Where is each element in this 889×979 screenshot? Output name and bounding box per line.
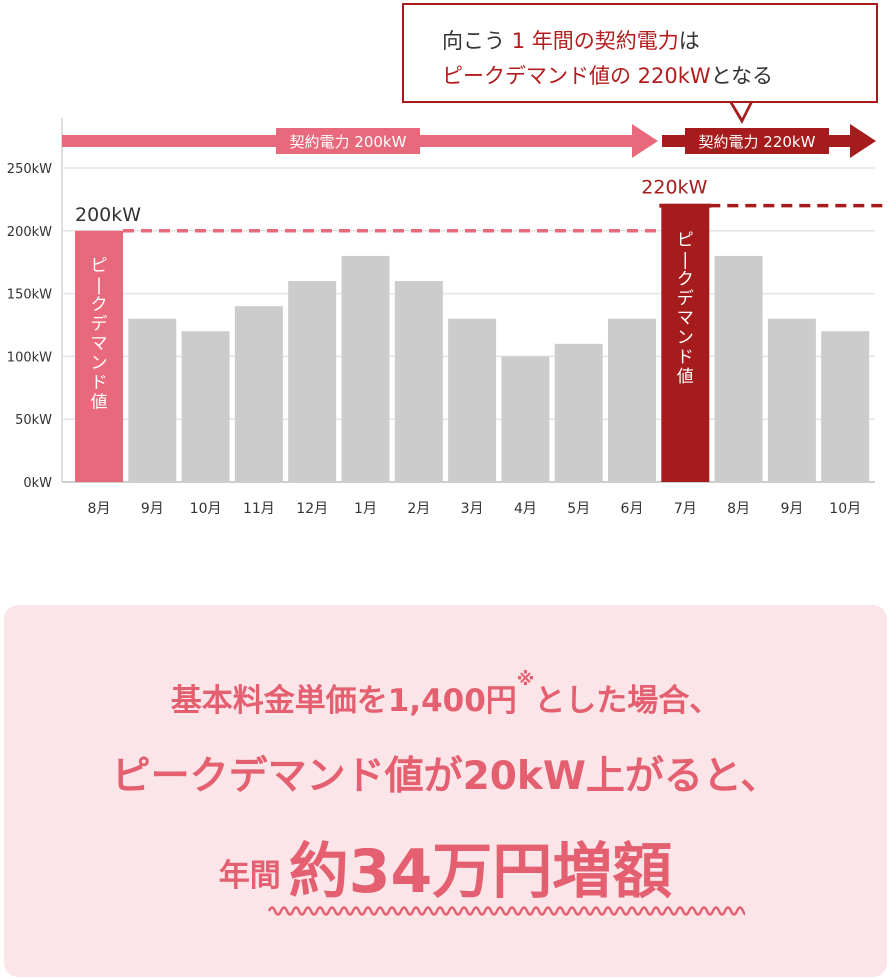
callout-pointer-fill	[731, 100, 751, 118]
callout-highlight: ピークデマンド値の 220kW	[442, 64, 711, 88]
x-tick-label: 7月	[674, 501, 697, 517]
summary-box: 基本料金単価を1,400円※とした場合、 ピークデマンド値が20kW上がると、 …	[4, 605, 887, 977]
x-tick-label: 9月	[141, 501, 164, 517]
summary-text: 基本料金単価を1,400円	[170, 683, 517, 719]
demand-chart: 0kW 50kW 100kW 150kW 200kW 250kW 8月 ピ|クデマンド値 9月 1…	[7, 100, 883, 517]
x-tick-label: 12月	[296, 501, 328, 517]
bar	[288, 281, 337, 482]
x-tick-label: 11月	[243, 501, 275, 517]
bar	[394, 281, 443, 482]
summary-line-2: ピークデマンド値が20kW上がると、	[111, 754, 780, 799]
peak-bar-label: ピ|クデマンド値	[677, 231, 694, 388]
footnote-mark: ※	[516, 669, 535, 690]
peak-value-label: 200kW	[75, 204, 141, 226]
y-tick-label: 100kW	[7, 350, 52, 365]
x-tick-label: 10月	[829, 501, 861, 517]
x-tick-label: 10月	[190, 501, 222, 517]
peak-cap	[659, 203, 712, 208]
contract-arrow-200-head	[632, 124, 658, 158]
bar	[341, 255, 390, 482]
contract-arrow-200-label: 契約電力 200kW	[290, 133, 407, 151]
summary-line-1: 基本料金単価を1,400円※とした場合、	[4, 669, 887, 720]
y-tick-label: 0kW	[23, 476, 52, 491]
bar	[714, 255, 763, 482]
bar	[501, 356, 550, 482]
bar	[608, 318, 656, 482]
callout-line-2: ピークデマンド値の 220kWとなる	[442, 60, 773, 90]
bar	[767, 318, 816, 482]
x-tick-label: 9月	[780, 501, 803, 517]
callout-text: は	[678, 29, 700, 53]
bar	[181, 331, 230, 482]
callout-highlight: 1 年間の契約電力	[511, 29, 679, 53]
contract-arrow-200-label-bg	[276, 128, 420, 154]
x-tick-label: 8月	[727, 501, 750, 517]
y-tick-label: 150kW	[7, 288, 52, 303]
contract-arrow-220-head	[850, 124, 876, 158]
y-tick-label: 50kW	[15, 413, 52, 428]
x-tick-label: 8月	[88, 501, 111, 517]
wavy-underline	[267, 906, 745, 916]
x-tick-label: 1月	[354, 501, 377, 517]
x-tick-label: 2月	[407, 501, 430, 517]
callout-text: 向こう	[442, 29, 512, 53]
bar	[821, 331, 870, 482]
callout-text: となる	[710, 64, 774, 88]
contract-arrow-220-label-bg	[685, 128, 829, 154]
y-tick-label: 200kW	[7, 225, 52, 240]
contract-callout: 向こう 1 年間の契約電力は ピークデマンド値の 220kWとなる	[402, 3, 878, 103]
bar	[554, 343, 603, 482]
summary-text: 年間	[218, 858, 281, 894]
summary-text: とした場合、	[534, 683, 721, 719]
summary-line-3: 年間 約34万円増額	[4, 823, 887, 910]
bar	[448, 318, 497, 482]
peak-bar	[75, 230, 123, 482]
bar	[234, 306, 283, 482]
contract-arrow-220-label: 契約電力 220kW	[699, 133, 816, 151]
x-tick-label: 4月	[514, 501, 537, 517]
callout-line-1: 向こう 1 年間の契約電力は	[442, 25, 700, 55]
peak-value-label: 220kW	[641, 177, 707, 199]
x-tick-label: 5月	[567, 501, 590, 517]
x-tick-label: 3月	[461, 501, 484, 517]
summary-amount: 約34万円増額	[288, 837, 673, 907]
x-tick-label: 6月	[621, 501, 644, 517]
y-tick-label: 250kW	[7, 162, 52, 177]
peak-bar	[661, 205, 710, 482]
bar	[128, 318, 177, 482]
peak-bar-label: ピ|クデマンド値	[91, 256, 108, 413]
